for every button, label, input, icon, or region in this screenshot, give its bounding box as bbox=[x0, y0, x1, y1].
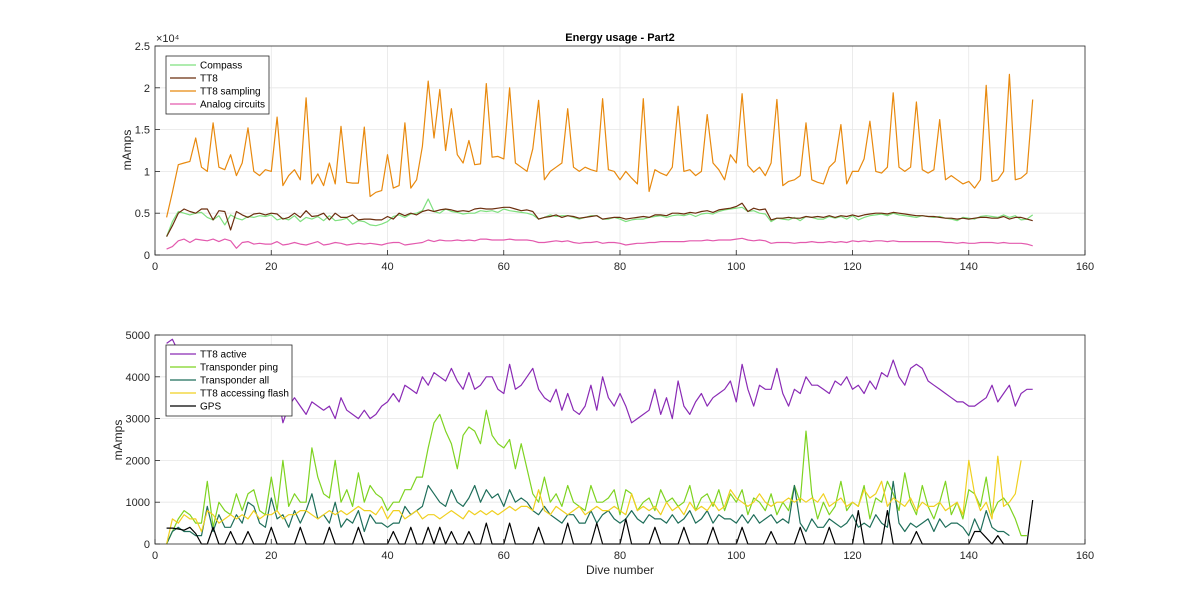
y-tick-label: 2000 bbox=[126, 455, 150, 467]
x-tick-label: 100 bbox=[727, 261, 745, 273]
x-tick-label: 60 bbox=[498, 261, 510, 273]
x-tick-label: 20 bbox=[265, 550, 277, 562]
series-line-analog-circuits bbox=[166, 237, 1033, 250]
y-tick-label: 0 bbox=[144, 539, 150, 551]
series-line-transponder-ping bbox=[166, 409, 1027, 545]
x-tick-label: 120 bbox=[843, 550, 861, 562]
x-tick-label: 120 bbox=[843, 261, 861, 273]
panel-bottom-ticks: 0 20 40 60 80 100 120 140 160 0 1000 2000 3000 4000 50… bbox=[126, 330, 1095, 562]
panel-top-ylabel: mAmps bbox=[120, 130, 134, 171]
x-tick-label: 160 bbox=[1076, 261, 1094, 273]
panel-bottom-xlabel: Dive number bbox=[586, 563, 654, 577]
legend-entry: Analog circuits bbox=[200, 100, 265, 111]
panel-top-title: Energy usage - Part2 bbox=[565, 32, 674, 44]
series-line-tt8-sampling bbox=[166, 73, 1034, 218]
series-line-tt8-accessing-flash bbox=[166, 455, 1022, 545]
y-tick-label: 2.5 bbox=[135, 41, 150, 53]
panel-top-ticks: 0 20 40 60 80 100 120 140 160 0 0.5 1 1.5 2 2.5 bbox=[135, 41, 1094, 273]
y-tick-label: 4000 bbox=[126, 372, 150, 384]
y-tick-label: 3000 bbox=[126, 414, 150, 426]
y-tick-label: 0 bbox=[144, 250, 150, 262]
x-tick-label: 40 bbox=[381, 261, 393, 273]
x-tick-label: 80 bbox=[614, 261, 626, 273]
legend-entry: TT8 bbox=[200, 74, 218, 85]
panel-bottom-grid bbox=[155, 335, 1085, 544]
y-tick-label: 1.5 bbox=[135, 125, 150, 137]
panel-bottom: 0 20 40 60 80 100 120 140 160 0 1000 2000 3000 4000 50… bbox=[111, 330, 1094, 577]
panel-bottom-legend: TT8 active Transponder ping Transponder al… bbox=[165, 344, 293, 417]
legend-entry: TT8 accessing flash bbox=[200, 389, 289, 400]
x-tick-label: 100 bbox=[727, 550, 745, 562]
series-line-transponder-all bbox=[166, 480, 1010, 545]
y-tick-label: 1000 bbox=[126, 497, 150, 509]
x-tick-label: 0 bbox=[152, 261, 158, 273]
panel-bottom-ylabel: mAmps bbox=[111, 420, 125, 461]
legend-entry: TT8 sampling bbox=[200, 87, 261, 98]
panel-top-legend: Compass TT8 TT8 sampling Analog circuits bbox=[165, 55, 270, 115]
x-tick-label: 140 bbox=[960, 550, 978, 562]
x-tick-label: 160 bbox=[1076, 550, 1094, 562]
y-tick-label: 2 bbox=[144, 83, 150, 95]
y-tick-label: 1 bbox=[144, 166, 150, 178]
legend-entry: GPS bbox=[200, 402, 221, 413]
panel-bottom-series bbox=[166, 338, 1034, 545]
x-tick-label: 0 bbox=[152, 550, 158, 562]
legend-entry: TT8 active bbox=[200, 350, 247, 361]
panel-top: 0 20 40 60 80 100 120 140 160 0 0.5 1 1.5 2 2.5 Energy… bbox=[120, 32, 1094, 273]
legend-entry: Compass bbox=[200, 61, 242, 72]
panel-top-exponent: ×10⁴ bbox=[156, 33, 180, 45]
y-tick-label: 5000 bbox=[126, 330, 150, 342]
x-tick-label: 20 bbox=[265, 261, 277, 273]
x-tick-label: 140 bbox=[960, 261, 978, 273]
series-line-tt8-active bbox=[166, 338, 1033, 424]
legend-entry: Transponder ping bbox=[200, 363, 278, 374]
x-tick-label: 40 bbox=[381, 550, 393, 562]
y-tick-label: 0.5 bbox=[135, 208, 150, 220]
legend-entry: Transponder all bbox=[200, 376, 269, 387]
series-line-tt8 bbox=[166, 202, 1033, 237]
x-tick-label: 60 bbox=[498, 550, 510, 562]
x-tick-label: 80 bbox=[614, 550, 626, 562]
panel-top-series bbox=[166, 73, 1034, 250]
